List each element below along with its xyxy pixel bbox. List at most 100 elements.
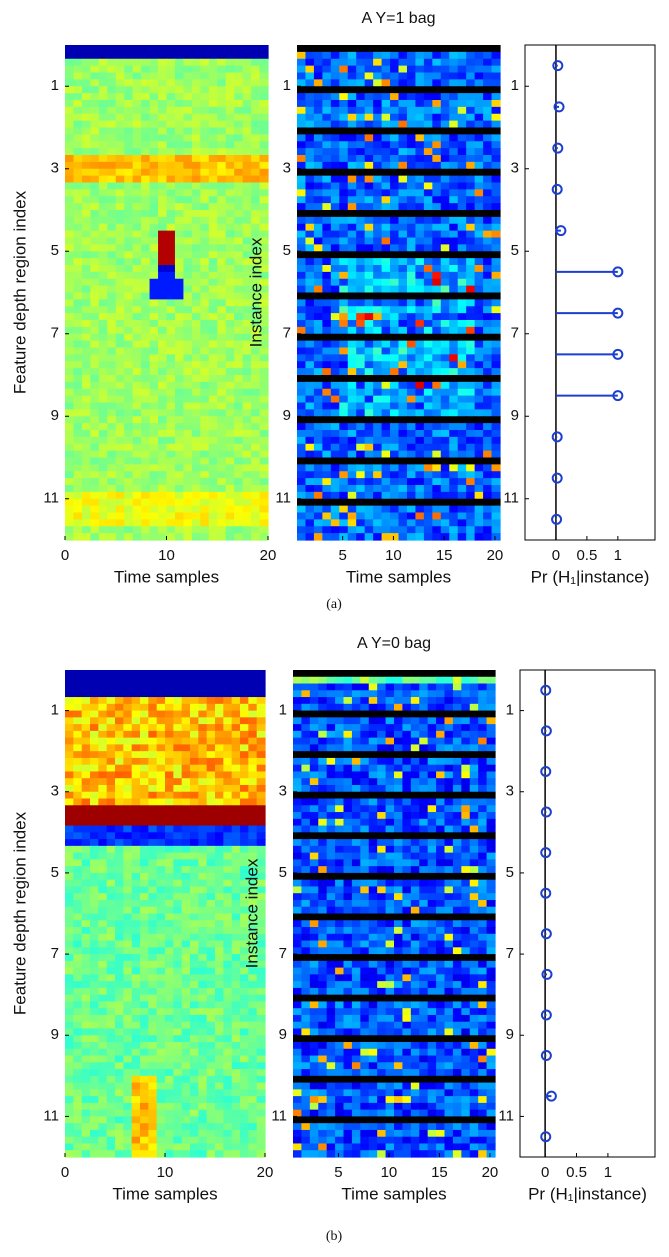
heatmap-cell bbox=[123, 1035, 132, 1042]
heatmap-cell bbox=[226, 258, 235, 265]
heatmap-cell bbox=[492, 320, 501, 327]
heatmap-cell bbox=[123, 697, 132, 704]
heatmap-cell bbox=[415, 279, 424, 286]
heatmap-cell bbox=[132, 1042, 141, 1049]
heatmap-cell bbox=[382, 203, 391, 210]
heatmap-cell bbox=[382, 134, 391, 141]
heatmap-cell bbox=[257, 697, 266, 704]
heatmap-cell bbox=[407, 79, 416, 86]
heatmap-cell bbox=[458, 169, 467, 176]
heatmap-cell bbox=[432, 155, 441, 162]
heatmap-cell bbox=[441, 382, 450, 389]
heatmap-cell bbox=[339, 499, 348, 506]
heatmap-cell bbox=[158, 313, 167, 320]
heatmap-cell bbox=[140, 941, 149, 948]
heatmap-cell bbox=[348, 389, 357, 396]
heatmap-cell bbox=[240, 1042, 249, 1049]
heatmap-cell bbox=[441, 238, 450, 245]
heatmap-cell bbox=[382, 59, 391, 66]
heatmap-cell bbox=[356, 430, 365, 437]
heatmap-cell bbox=[98, 968, 107, 975]
heatmap-cell bbox=[65, 690, 74, 697]
heatmap-cell bbox=[449, 217, 458, 224]
heatmap-cell bbox=[175, 238, 184, 245]
heatmap-cell bbox=[107, 839, 116, 846]
heatmap-cell bbox=[432, 492, 441, 499]
heatmap-cell bbox=[223, 697, 232, 704]
heatmap-cell bbox=[65, 533, 74, 540]
heatmap-cell bbox=[248, 812, 257, 819]
heatmap-cell bbox=[382, 437, 391, 444]
heatmap-cell bbox=[209, 444, 218, 451]
heatmap-cell bbox=[260, 203, 269, 210]
heatmap-cell bbox=[356, 107, 365, 114]
heatmap-cell bbox=[73, 1008, 82, 1015]
heatmap-cell bbox=[373, 148, 382, 155]
heatmap-cell bbox=[356, 533, 365, 540]
heatmap-cell bbox=[234, 499, 243, 506]
heatmap-cell bbox=[82, 1001, 91, 1008]
heatmap-cell bbox=[365, 306, 374, 313]
heatmap-cell bbox=[182, 886, 191, 893]
heatmap-cell bbox=[116, 100, 125, 107]
heatmap-cell bbox=[260, 79, 269, 86]
heatmap-cell bbox=[297, 155, 306, 162]
heatmap-cell bbox=[140, 731, 149, 738]
heatmap-cell bbox=[209, 73, 218, 80]
heatmap-cell bbox=[192, 114, 201, 121]
heatmap-cell bbox=[449, 231, 458, 238]
heatmap-cell bbox=[116, 121, 125, 128]
heatmap-cell bbox=[251, 134, 260, 141]
heatmap-cell bbox=[198, 792, 207, 799]
heatmap-cell bbox=[182, 771, 191, 778]
heatmap-cell bbox=[382, 155, 391, 162]
heatmap-cell bbox=[331, 320, 340, 327]
heatmap-cell bbox=[257, 1069, 266, 1076]
heatmap-cell bbox=[167, 224, 176, 231]
heatmap-cell bbox=[217, 458, 226, 465]
heatmap-cell bbox=[165, 731, 174, 738]
heatmap-cell bbox=[73, 203, 82, 210]
heatmap-cell bbox=[82, 859, 91, 866]
heatmap-cell bbox=[65, 927, 74, 934]
heatmap-cell bbox=[107, 389, 116, 396]
heatmap-cell bbox=[441, 251, 450, 258]
heatmap-cell bbox=[339, 492, 348, 499]
heatmap-cell bbox=[158, 499, 167, 506]
heatmap-cell bbox=[466, 224, 475, 231]
heatmap-cell bbox=[322, 265, 331, 272]
heatmap-cell bbox=[183, 86, 192, 93]
heatmap-cell bbox=[232, 974, 241, 981]
heatmap-cell bbox=[209, 327, 218, 334]
heatmap-cell bbox=[90, 1022, 99, 1029]
heatmap-cell bbox=[82, 1028, 91, 1035]
heatmap-cell bbox=[173, 995, 182, 1002]
heatmap-cell bbox=[348, 52, 357, 59]
heatmap-cell bbox=[73, 765, 82, 772]
heatmap-cell bbox=[331, 368, 340, 375]
heatmap-cell bbox=[382, 251, 391, 258]
heatmap-cell bbox=[234, 93, 243, 100]
heatmap-cell bbox=[90, 1015, 99, 1022]
heatmap-cell bbox=[458, 293, 467, 300]
heatmap-cell bbox=[190, 704, 199, 711]
heatmap-cell bbox=[116, 128, 125, 135]
heatmap-cell bbox=[348, 396, 357, 403]
heatmap-cell bbox=[192, 148, 201, 155]
heatmap-cell bbox=[98, 934, 107, 941]
heatmap-cell bbox=[167, 526, 176, 533]
heatmap-cell bbox=[390, 361, 399, 368]
heatmap-cell bbox=[209, 506, 218, 513]
heatmap-cell bbox=[449, 210, 458, 217]
heatmap-cell bbox=[115, 778, 124, 785]
heatmap-cell bbox=[148, 900, 157, 907]
heatmap-cell bbox=[251, 458, 260, 465]
heatmap-cell bbox=[157, 907, 166, 914]
heatmap-cell bbox=[165, 771, 174, 778]
heatmap-cell bbox=[150, 430, 159, 437]
heatmap-cell bbox=[449, 368, 458, 375]
heatmap-cell bbox=[183, 176, 192, 183]
heatmap-cell bbox=[157, 765, 166, 772]
heatmap-cell bbox=[415, 162, 424, 169]
